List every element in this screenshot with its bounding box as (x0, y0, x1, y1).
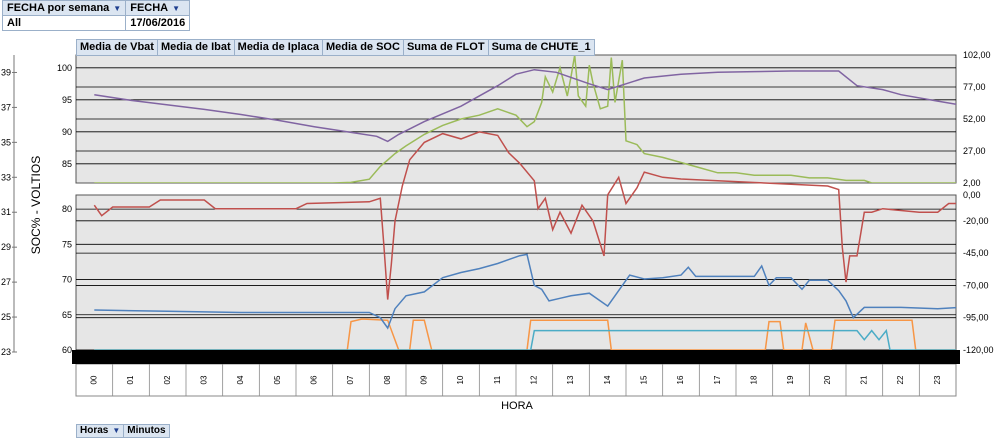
x-tick-label: 06 (309, 375, 318, 384)
x-tick-label: 15 (639, 375, 648, 384)
x-tick-label: 18 (749, 375, 758, 384)
right-lower-tick-label: -45,00 (963, 248, 989, 258)
plot-area (75, 54, 957, 397)
x-tick-label: 22 (896, 375, 905, 384)
left-outer-tick-label: 27 (1, 277, 11, 287)
x-axis-label: HORA (501, 400, 533, 412)
left-outer-tick-label: 31 (1, 207, 11, 217)
soc-tick-label: 95 (62, 95, 72, 105)
dropdown-arrow-icon[interactable]: ▼ (112, 426, 121, 435)
x-tick-label: 03 (199, 375, 208, 384)
right-lower-tick-label: -70,00 (963, 280, 989, 290)
week-filter-header[interactable]: FECHA por semana ▼ (1, 0, 127, 16)
week-filter-value: All (1, 15, 127, 31)
left-outer-tick-label: 23 (1, 347, 11, 357)
x-tick-label: 00 (89, 375, 98, 384)
x-tick-label: 23 (933, 375, 942, 384)
axis-field-buttons: Horas ▼ Minutos (76, 424, 170, 438)
x-tick-label: 12 (529, 375, 538, 384)
left-outer-tick-label: 39 (1, 67, 11, 77)
x-tick-label: 19 (786, 375, 795, 384)
soc-tick-label: 100 (57, 63, 72, 73)
right-axis: 102,00 77,00 52,00 27,00 2,00 0,00 -20,00 -45,0… (963, 50, 994, 355)
left-outer-axis: 23 25 27 29 31 33 35 37 39 (1, 55, 17, 357)
right-lower-tick-label: -20,00 (963, 216, 989, 226)
x-tick-label: 04 (236, 375, 245, 384)
field-button-minutos[interactable]: Minutos (123, 424, 170, 438)
field-button-chute[interactable]: Suma de CHUTE_1 (487, 39, 595, 56)
soc-tick-label: 65 (62, 310, 72, 320)
x-axis: 00 01 02 03 04 05 06 07 08 09 10 11 12 13 14 15 16 17 18 19… (89, 364, 942, 396)
series-line-iplaca (94, 55, 956, 183)
gridlines (76, 67, 956, 351)
series-layer (93, 55, 956, 351)
x-tick-label: 13 (566, 375, 575, 384)
series-line-chute (94, 328, 956, 351)
soc-tick-label: 80 (62, 204, 72, 214)
date-filter-value: 17/06/2016 (125, 15, 191, 31)
lower-panel (75, 194, 957, 351)
right-upper-tick-label: 52,00 (963, 114, 986, 124)
field-button-horas[interactable]: Horas ▼ (76, 424, 124, 438)
axis-band (72, 350, 960, 364)
field-button-ibat[interactable]: Media de Ibat (156, 39, 234, 56)
report-filters: FECHA por semana ▼ FECHA ▼ All 17/06/2016 (1, 0, 191, 31)
left-outer-tick-label: 37 (1, 102, 11, 112)
field-button-horas-label: Horas (80, 425, 109, 436)
x-tick-label: 09 (419, 375, 428, 384)
x-tick-label: 01 (126, 375, 135, 384)
y-axis-label: SOC% - VOLTIOS (29, 156, 43, 254)
x-tick-label: 02 (163, 375, 172, 384)
x-tick-label: 21 (859, 375, 868, 384)
date-filter-header[interactable]: FECHA ▼ (125, 0, 191, 16)
x-tick-label: 14 (603, 375, 612, 384)
field-button-iplaca[interactable]: Media de Iplaca (233, 39, 322, 56)
left-outer-tick-label: 29 (1, 242, 11, 252)
axis-bands (72, 350, 960, 364)
x-tick-label: 20 (823, 375, 832, 384)
x-tick-label: 11 (493, 375, 502, 384)
left-outer-tick-label: 25 (1, 312, 11, 322)
right-upper-tick-label: 102,00 (963, 50, 991, 60)
right-lower-tick-label: -95,00 (963, 313, 989, 323)
field-button-flot[interactable]: Suma de FLOT (402, 39, 488, 56)
soc-tick-label: 75 (62, 239, 72, 249)
x-tick-label: 08 (383, 375, 392, 384)
left-inner-axis: 85 90 95 100 60 65 70 75 80 (57, 63, 72, 355)
left-outer-tick-label: 35 (1, 137, 11, 147)
x-tick-label: 16 (676, 375, 685, 384)
date-filter-label: FECHA (130, 2, 169, 14)
week-filter-label: FECHA por semana (7, 2, 110, 14)
right-lower-tick-label: 0,00 (963, 190, 981, 200)
dropdown-arrow-icon[interactable]: ▼ (172, 4, 181, 13)
right-upper-tick-label: 77,00 (963, 82, 986, 92)
x-tick-label: 10 (456, 375, 465, 384)
field-button-vbat[interactable]: Media de Vbat (76, 39, 157, 56)
soc-tick-label: 60 (62, 345, 72, 355)
soc-tick-label: 90 (62, 127, 72, 137)
dropdown-arrow-icon[interactable]: ▼ (113, 4, 122, 13)
series-line-soc (94, 68, 956, 143)
x-tick-label: 17 (713, 375, 722, 384)
x-tick-label: 05 (273, 375, 282, 384)
soc-tick-label: 85 (62, 159, 72, 169)
left-outer-tick-label: 33 (1, 172, 11, 182)
series-field-buttons: Media de Vbat Media de Ibat Media de Ipl… (76, 39, 595, 56)
right-lower-tick-label: -120,00 (963, 345, 994, 355)
series-line-vbat (93, 131, 956, 300)
right-upper-tick-label: 27,00 (963, 146, 986, 156)
right-upper-tick-label: 2,00 (963, 178, 981, 188)
series-line-ibat (94, 253, 956, 330)
field-button-soc[interactable]: Media de SOC (321, 39, 403, 56)
soc-tick-label: 70 (62, 275, 72, 285)
x-tick-label: 07 (346, 375, 355, 384)
